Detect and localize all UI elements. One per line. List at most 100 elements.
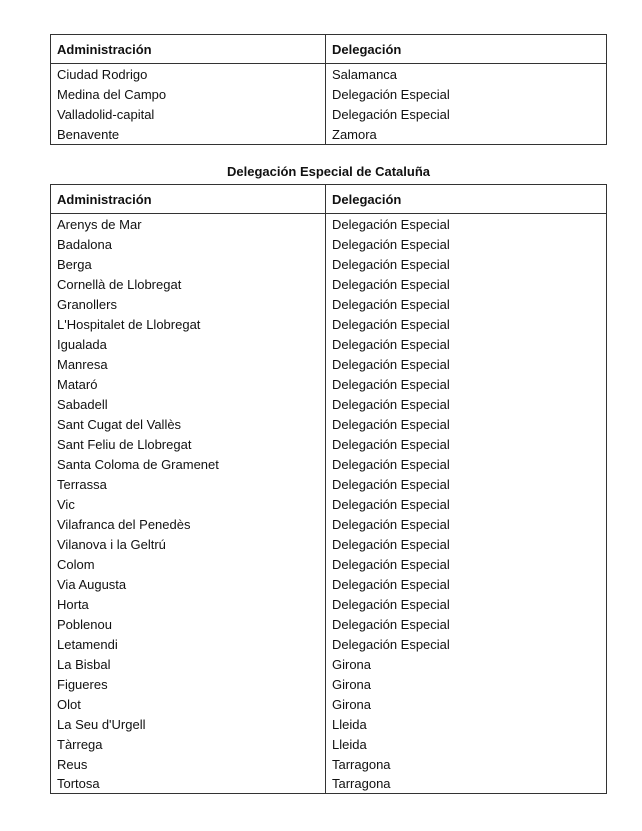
cell-delegacion: Delegación Especial xyxy=(332,536,450,552)
cell-administracion: Letamendi xyxy=(51,634,326,654)
table-row: Igualada Delegación Especial xyxy=(51,334,606,354)
table-row: Sabadell Delegación Especial xyxy=(51,394,606,414)
cell-administracion: Arenys de Mar xyxy=(51,214,326,234)
cell-administracion: La Bisbal xyxy=(51,654,326,674)
cell-administracion: La Seu d'Urgell xyxy=(51,714,326,734)
header-administracion: Administración xyxy=(51,35,326,63)
cell-administracion: Santa Coloma de Gramenet xyxy=(51,454,326,474)
table-header: Administración Delegación xyxy=(51,185,606,214)
table-body: Arenys de Mar Delegación Especial Badalona… xyxy=(51,214,606,793)
table-row: L'Hospitalet de Llobregat Delegación Espe… xyxy=(51,314,606,334)
table-row: Badalona Delegación Especial xyxy=(51,234,606,254)
table-header: Administración Delegación xyxy=(51,35,606,64)
table-row: Sant Cugat del Vallès Delegación Especial xyxy=(51,414,606,434)
cell-administracion: Sant Cugat del Vallès xyxy=(51,414,326,434)
cell-administracion: Colom xyxy=(51,554,326,574)
table-row: Sant Feliu de Llobregat Delegación Especi… xyxy=(51,434,606,454)
cell-administracion: Figueres xyxy=(51,674,326,694)
cell-delegacion: Delegación Especial xyxy=(332,456,450,472)
cell-administracion: L'Hospitalet de Llobregat xyxy=(51,314,326,334)
cell-administracion: Tortosa xyxy=(51,774,326,793)
table-row: Valladolid-capital Delegación Especial xyxy=(51,104,606,124)
cell-delegacion: Delegación Especial xyxy=(332,216,450,232)
table-row: Reus Tarragona xyxy=(51,754,606,774)
cell-administracion: Horta xyxy=(51,594,326,614)
table-row: Cornellà de Llobregat Delegación Especial xyxy=(51,274,606,294)
cell-delegacion: Delegación Especial xyxy=(332,276,450,292)
table-row: Letamendi Delegación Especial xyxy=(51,634,606,654)
cell-administracion: Olot xyxy=(51,694,326,714)
cell-delegacion: Delegación Especial xyxy=(332,106,450,122)
cell-administracion: Tàrrega xyxy=(51,734,326,754)
cell-administracion: Manresa xyxy=(51,354,326,374)
table-row: Vilanova i la Geltrú Delegación Especial xyxy=(51,534,606,554)
cell-administracion: Igualada xyxy=(51,334,326,354)
cell-delegacion: Delegación Especial xyxy=(332,356,450,372)
cell-administracion: Vilanova i la Geltrú xyxy=(51,534,326,554)
cell-administracion: Via Augusta xyxy=(51,574,326,594)
section-title: Delegación Especial de Cataluña xyxy=(226,164,431,179)
table-row: Medina del Campo Delegación Especial xyxy=(51,84,606,104)
cell-delegacion: Delegación Especial xyxy=(332,636,450,652)
table-row: Arenys de Mar Delegación Especial xyxy=(51,214,606,234)
cell-delegacion: Delegación Especial xyxy=(332,296,450,312)
cell-delegacion: Lleida xyxy=(332,736,367,752)
cell-administracion: Cornellà de Llobregat xyxy=(51,274,326,294)
cell-administracion: Badalona xyxy=(51,234,326,254)
cell-delegacion: Delegación Especial xyxy=(332,496,450,512)
header-delegacion: Delegación xyxy=(332,191,402,207)
table-row: La Seu d'Urgell Lleida xyxy=(51,714,606,734)
cell-delegacion: Girona xyxy=(332,676,372,692)
table-row: Ciudad Rodrigo Salamanca xyxy=(51,64,606,84)
cell-administracion: Reus xyxy=(51,754,326,774)
header-administracion: Administración xyxy=(51,185,326,213)
table-castilla: Administración Delegación Ciudad Rodrigo… xyxy=(50,34,607,145)
table-row: Tortosa Tarragona xyxy=(51,774,606,793)
table-row: Horta Delegación Especial xyxy=(51,594,606,614)
cell-administracion: Granollers xyxy=(51,294,326,314)
cell-delegacion: Delegación Especial xyxy=(332,336,450,352)
cell-delegacion: Delegación Especial xyxy=(332,556,450,572)
table-row: Berga Delegación Especial xyxy=(51,254,606,274)
cell-administracion: Sant Feliu de Llobregat xyxy=(51,434,326,454)
cell-delegacion: Girona xyxy=(332,696,372,712)
table-row: Colom Delegación Especial xyxy=(51,554,606,574)
table-row: Mataró Delegación Especial xyxy=(51,374,606,394)
cell-delegacion: Delegación Especial xyxy=(332,376,450,392)
table-row: Poblenou Delegación Especial xyxy=(51,614,606,634)
cell-administracion: Poblenou xyxy=(51,614,326,634)
cell-delegacion: Girona xyxy=(332,656,372,672)
cell-administracion: Berga xyxy=(51,254,326,274)
cell-delegacion: Delegación Especial xyxy=(332,576,450,592)
cell-delegacion: Delegación Especial xyxy=(332,596,450,612)
table-row: Tàrrega Lleida xyxy=(51,734,606,754)
cell-administracion: Sabadell xyxy=(51,394,326,414)
table-row: Terrassa Delegación Especial xyxy=(51,474,606,494)
cell-delegacion: Delegación Especial xyxy=(332,86,450,102)
table-row: Santa Coloma de Gramenet Delegación Espec… xyxy=(51,454,606,474)
cell-delegacion: Salamanca xyxy=(332,66,398,82)
table-body: Ciudad Rodrigo Salamanca Medina del Campo D… xyxy=(51,64,606,144)
cell-delegacion: Tarragona xyxy=(332,776,391,791)
cell-delegacion: Delegación Especial xyxy=(332,236,450,252)
table-row: Manresa Delegación Especial xyxy=(51,354,606,374)
cell-delegacion: Delegación Especial xyxy=(332,256,450,272)
table-row: Olot Girona xyxy=(51,694,606,714)
table-row: Granollers Delegación Especial xyxy=(51,294,606,314)
cell-administracion: Benavente xyxy=(51,124,326,144)
cell-delegacion: Tarragona xyxy=(332,756,391,772)
cell-delegacion: Delegación Especial xyxy=(332,436,450,452)
cell-delegacion: Delegación Especial xyxy=(332,416,450,432)
table-row: Benavente Zamora xyxy=(51,124,606,144)
cell-delegacion: Delegación Especial xyxy=(332,316,450,332)
table-cataluna: Administración Delegación Arenys de Mar D… xyxy=(50,184,607,794)
cell-administracion: Vilafranca del Penedès xyxy=(51,514,326,534)
table-row: La Bisbal Girona xyxy=(51,654,606,674)
cell-delegacion: Delegación Especial xyxy=(332,396,450,412)
cell-delegacion: Delegación Especial xyxy=(332,476,450,492)
table-row: Figueres Girona xyxy=(51,674,606,694)
cell-administracion: Ciudad Rodrigo xyxy=(51,64,326,84)
table-row: Vic Delegación Especial xyxy=(51,494,606,514)
table-row: Via Augusta Delegación Especial xyxy=(51,574,606,594)
cell-administracion: Vic xyxy=(51,494,326,514)
